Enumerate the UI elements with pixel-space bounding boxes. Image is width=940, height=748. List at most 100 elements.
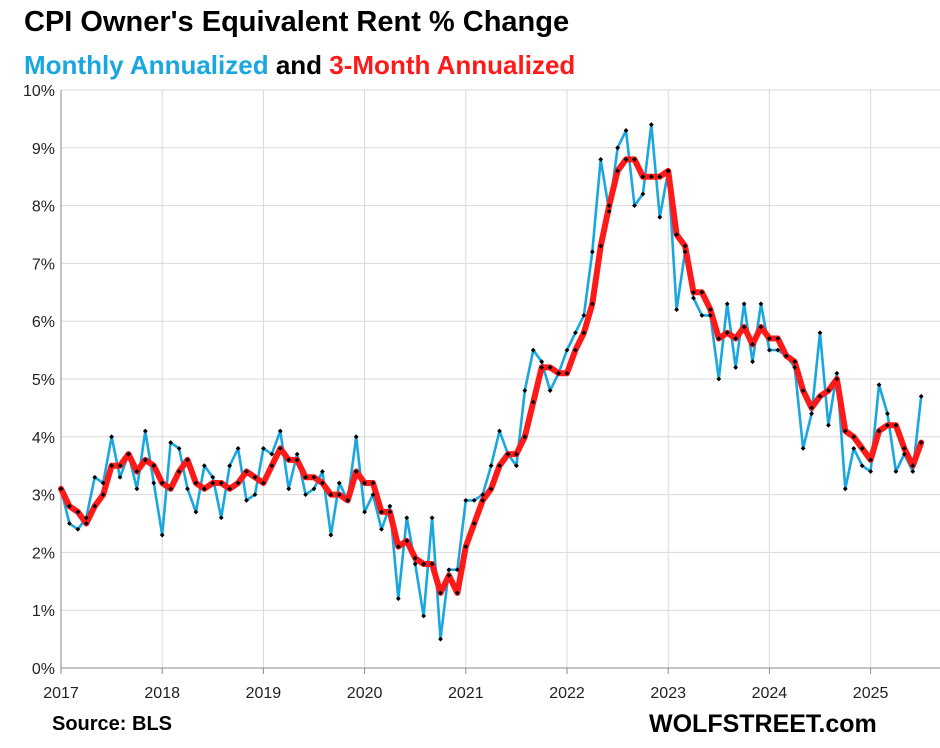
- y-tick-label: 3%: [32, 488, 55, 505]
- data-point: [766, 347, 772, 353]
- subtitle-and: and: [275, 50, 323, 80]
- source-note: Source: BLS: [52, 713, 173, 735]
- data-point: [893, 469, 899, 474]
- data-point: [699, 313, 705, 318]
- data-point: [362, 480, 368, 486]
- data-point: [328, 532, 334, 538]
- data-point: [505, 451, 511, 457]
- data-point: [657, 214, 663, 220]
- data-point: [758, 301, 764, 307]
- data-point: [463, 497, 469, 503]
- chart-subtitle: Monthly Annualized and 3-Month Annualize…: [24, 50, 575, 81]
- y-tick-label: 2%: [32, 545, 55, 562]
- data-point: [564, 347, 570, 353]
- data-point: [151, 480, 157, 486]
- y-tick-label: 1%: [32, 603, 55, 620]
- data-point: [741, 301, 747, 307]
- x-tick-label: 2022: [549, 685, 585, 702]
- data-point: [539, 365, 545, 370]
- data-point: [522, 388, 528, 393]
- data-point: [404, 515, 410, 521]
- data-point: [918, 393, 924, 399]
- y-tick-label: 4%: [32, 430, 55, 447]
- data-point: [126, 451, 131, 457]
- data-point: [910, 463, 916, 469]
- data-point: [513, 463, 519, 469]
- data-point: [842, 486, 848, 492]
- series-three-month-points: [58, 156, 924, 596]
- data-point: [792, 359, 798, 365]
- data-point: [227, 486, 233, 492]
- data-point: [303, 474, 308, 480]
- x-tick-label: 2018: [144, 685, 180, 702]
- data-point: [606, 208, 612, 214]
- y-tick-label: 10%: [23, 83, 55, 100]
- series-three-month-line: [58, 156, 925, 596]
- series-monthly-points: [58, 122, 924, 642]
- data-point: [733, 365, 739, 370]
- data-point: [615, 145, 621, 151]
- data-point: [395, 596, 401, 602]
- data-point: [876, 382, 882, 388]
- data-point: [716, 336, 722, 341]
- data-point: [227, 463, 233, 469]
- data-point: [176, 445, 182, 451]
- data-point: [724, 301, 730, 307]
- chart-title: CPI Owner's Equivalent Rent % Change: [24, 6, 570, 38]
- data-point: [142, 428, 148, 434]
- data-point: [648, 174, 654, 180]
- y-tick-label: 8%: [32, 199, 55, 216]
- data-point: [556, 370, 561, 376]
- data-point: [438, 636, 443, 642]
- series-monthly-line: [59, 123, 923, 641]
- data-point: [328, 492, 334, 498]
- data-point: [286, 486, 292, 492]
- data-point: [758, 324, 764, 330]
- data-point: [606, 203, 612, 209]
- data-point: [589, 249, 595, 255]
- data-point: [244, 469, 249, 474]
- x-tick-label: 2020: [347, 685, 383, 702]
- y-tick-label: 9%: [32, 141, 55, 158]
- x-tick-label: 2019: [246, 685, 282, 702]
- x-tick-label: 2021: [448, 685, 484, 702]
- data-point: [834, 370, 840, 376]
- data-point: [766, 336, 772, 341]
- data-point: [750, 359, 755, 365]
- data-point: [294, 451, 300, 457]
- data-point: [674, 307, 680, 313]
- data-point: [471, 497, 477, 503]
- data-point: [648, 122, 654, 128]
- data-point: [547, 365, 553, 370]
- x-tick-label: 2023: [650, 685, 686, 702]
- data-point: [598, 156, 604, 162]
- data-point: [168, 440, 174, 445]
- data-point: [547, 388, 553, 393]
- data-point: [800, 388, 806, 393]
- data-point: [311, 474, 317, 480]
- data-point: [750, 341, 755, 347]
- data-point: [564, 370, 570, 376]
- data-point: [623, 128, 629, 133]
- data-point: [269, 451, 275, 457]
- data-point: [286, 457, 292, 463]
- data-point: [235, 480, 241, 486]
- data-point: [244, 497, 249, 503]
- brand-label: WOLFSTREET.com: [649, 710, 877, 738]
- data-point: [632, 203, 637, 209]
- y-tick-label: 6%: [32, 314, 55, 331]
- data-point: [826, 422, 831, 428]
- grid-lines: [60, 89, 940, 674]
- y-tick-label: 0%: [32, 661, 55, 678]
- y-tick-label: 5%: [32, 372, 55, 389]
- data-point: [513, 451, 519, 457]
- x-tick-label: 2017: [43, 685, 79, 702]
- data-point: [910, 469, 916, 474]
- data-point: [311, 486, 317, 492]
- x-tick-label: 2025: [853, 685, 889, 702]
- data-point: [733, 336, 739, 341]
- data-point: [826, 388, 831, 393]
- data-point: [817, 330, 823, 336]
- data-point: [421, 613, 427, 619]
